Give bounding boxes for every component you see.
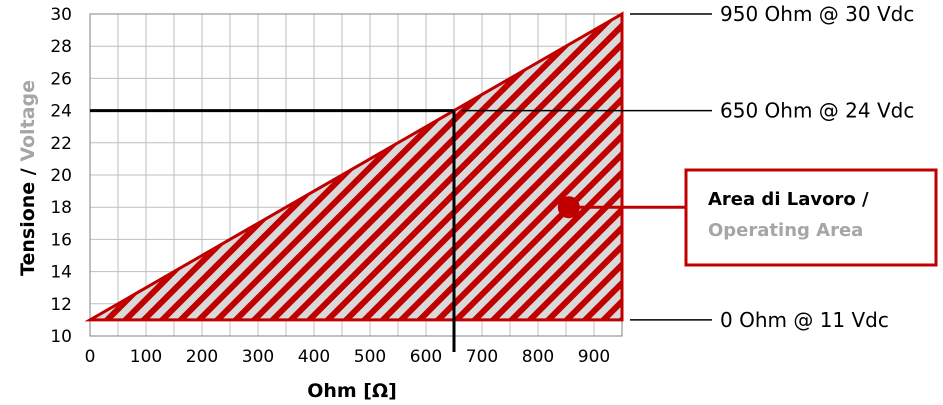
x-tick-label: 100 xyxy=(130,347,162,367)
y-axis-title-primary: Tensione / xyxy=(17,162,39,276)
x-tick-label: 400 xyxy=(298,347,330,367)
operating-area xyxy=(84,11,624,322)
y-axis-title-secondary: Voltage xyxy=(17,80,39,162)
y-tick-label: 16 xyxy=(50,230,72,250)
x-axis-title: Ohm [Ω] xyxy=(307,380,397,402)
area-label-line1: Area di Lavoro / xyxy=(708,189,869,210)
y-tick-label: 24 xyxy=(50,102,72,122)
x-tick-label: 900 xyxy=(578,347,610,367)
x-tick-label: 800 xyxy=(522,347,554,367)
callout-label: 0 Ohm @ 11 Vdc xyxy=(720,308,889,332)
area-label-frame xyxy=(684,168,938,267)
y-tick-label: 22 xyxy=(50,134,72,154)
y-tick-label: 10 xyxy=(50,327,72,347)
reference-lines xyxy=(90,109,456,352)
x-tick-label: 200 xyxy=(186,347,218,367)
y-tick-label: 26 xyxy=(50,69,72,89)
y-tick-label: 20 xyxy=(50,166,72,186)
y-tick-label: 12 xyxy=(50,295,72,315)
y-tick-label: 18 xyxy=(50,198,72,218)
x-tick-label: 600 xyxy=(410,347,442,367)
x-tick-label: 500 xyxy=(354,347,386,367)
area-label-line2: Operating Area xyxy=(708,220,863,241)
callouts: 950 Ohm @ 30 Vdc 650 Ohm @ 24 Vdc 0 Ohm @ … xyxy=(462,2,914,332)
area-label-box: Area di Lavoro / Operating Area xyxy=(557,168,938,267)
x-tick-label: 0 xyxy=(85,347,96,367)
y-axis-title: Tensione / Voltage xyxy=(17,80,39,276)
callout-label: 650 Ohm @ 24 Vdc xyxy=(720,99,914,123)
x-tick-label: 300 xyxy=(242,347,274,367)
y-tick-label: 28 xyxy=(50,37,72,57)
y-tick-label: 14 xyxy=(50,263,72,283)
operating-area-polygon xyxy=(84,11,624,322)
y-tick-label: 30 xyxy=(50,5,72,25)
tick-labels: 0 100 200 300 400 500 600 700 800 900 10 12 14 16 18 20… xyxy=(50,5,610,367)
area-marker xyxy=(557,196,580,219)
x-tick-label: 700 xyxy=(466,347,498,367)
callout-label: 950 Ohm @ 30 Vdc xyxy=(720,2,914,26)
